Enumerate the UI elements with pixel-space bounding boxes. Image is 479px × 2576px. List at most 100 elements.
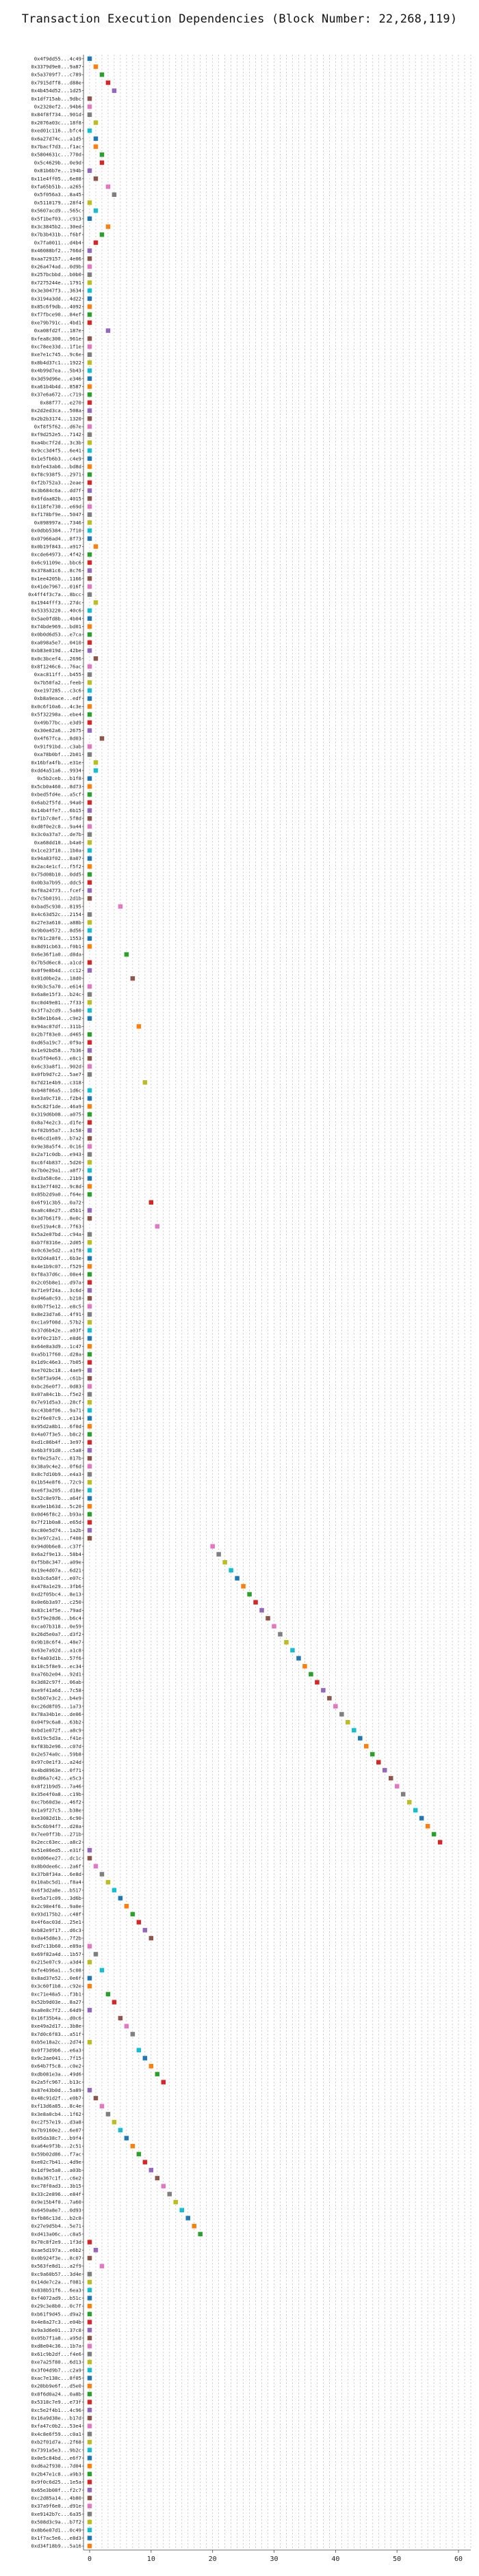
transaction-marker <box>87 1248 92 1253</box>
y-tick-label: 0x51e86ed5...e31f <box>31 1847 81 1853</box>
y-tick-label: 0x2c98e4f6...9a0e <box>31 1903 81 1909</box>
y-tick-label: 0xd3a58c6e...21b9 <box>31 1175 81 1181</box>
y-tick-label: 0x7fa0011...d4b4 <box>34 239 81 245</box>
transaction-marker <box>130 1911 135 1917</box>
y-tick-label: 0x4c8e6f59...c0a1 <box>31 2431 81 2437</box>
transaction-marker <box>333 1704 338 1709</box>
transaction-marker <box>87 1088 92 1093</box>
y-tick-label: 0x3f04d9b7...c2a9 <box>31 2367 81 2373</box>
y-tick-label: 0xb8a9eace...edf <box>34 695 81 701</box>
transaction-marker <box>87 2328 92 2333</box>
transaction-marker <box>210 1544 215 1549</box>
transaction-marker <box>87 1136 92 1141</box>
transaction-marker <box>87 560 92 565</box>
transaction-marker <box>87 936 92 941</box>
y-tick-label: 0x97c0e1f3...a24d <box>31 1759 81 1765</box>
y-tick-label: 0x7391a5e3...9b2c <box>31 2447 81 2453</box>
transaction-marker <box>87 840 92 845</box>
y-tick-label: 0x5f1bef03...c913 <box>31 215 81 222</box>
transaction-marker <box>87 1464 92 1469</box>
transaction-marker <box>87 296 92 301</box>
y-tick-label: 0x3b684c6a...dd7f <box>31 487 81 494</box>
y-tick-label: 0x81b6b7e...194b <box>34 167 81 174</box>
y-tick-label: 0x319d6b08...a075 <box>31 1112 81 1118</box>
transaction-marker <box>105 328 111 333</box>
y-tick-label: 0x27e9d5b4...5e71 <box>31 2223 81 2229</box>
transaction-marker <box>87 2008 92 2013</box>
transaction-marker <box>99 2264 105 2268</box>
y-tick-label: 0x4b99d7ea...5b43 <box>31 368 81 374</box>
transaction-marker <box>87 864 92 869</box>
y-tick-label: 0xa08fd2f...187e <box>34 327 81 334</box>
y-tick-label: 0xe5a71c09...3d6b <box>31 1895 81 1901</box>
y-tick-label: 0x16f35b4a...d0c6 <box>31 2015 81 2022</box>
transaction-marker <box>400 1792 406 1797</box>
y-tick-label: 0x05da38c7...b9f4 <box>31 2135 81 2141</box>
y-tick-label: 0x478a1e29...3fb6 <box>31 1583 81 1589</box>
transaction-marker <box>136 1024 142 1029</box>
y-tick-label: 0x8b6e07d1...0c49 <box>31 2527 81 2533</box>
transaction-marker <box>87 304 92 309</box>
transaction-marker <box>87 2367 92 2373</box>
y-tick-label: 0xfe4b96a1...5c08 <box>31 1967 81 1973</box>
y-tick-label: 0x52b9d03e...8a27 <box>31 1999 81 2005</box>
transaction-marker <box>87 2039 92 2045</box>
y-tick-label: 0x87e43b0d...5a89 <box>31 2087 81 2093</box>
transaction-marker <box>118 1896 123 1901</box>
transaction-marker <box>87 2296 92 2300</box>
y-tick-label: 0x4ff4f3c7a...8bcc <box>28 591 81 598</box>
transaction-marker <box>406 1799 412 1805</box>
y-tick-label: 0x04f9c6a8...63b2 <box>31 1719 81 1726</box>
transaction-marker <box>216 1552 221 1557</box>
y-tick-label: 0xaa729157...4e06 <box>31 256 81 262</box>
transaction-marker <box>142 1928 148 1933</box>
transaction-marker <box>87 248 92 253</box>
transaction-marker <box>136 1920 142 1924</box>
transaction-marker <box>394 1784 400 1789</box>
y-tick-label: 0x7c5b0191...2d1b <box>31 896 81 902</box>
transaction-marker <box>87 2488 92 2493</box>
y-tick-label: 0x5804631c...770d <box>31 152 81 158</box>
y-tick-label: 0xfa65b51b...a265 <box>31 184 81 190</box>
y-tick-label: 0x838b51f6...6ea3 <box>31 2287 81 2293</box>
y-tick-label: 0xd34f18b9...5a16 <box>31 2543 81 2549</box>
transaction-marker <box>87 2272 92 2277</box>
y-tick-label: 0xa78b0bf...2b01 <box>34 751 81 757</box>
transaction-marker <box>105 184 111 189</box>
transaction-marker <box>87 288 92 293</box>
y-tick-label: 0x215e07c9...a3d4 <box>31 1959 81 1965</box>
transaction-marker <box>87 1520 92 1525</box>
transaction-marker <box>87 1983 92 1989</box>
y-tick-label: 0x5f9e28d6...b6c4 <box>31 1615 81 1622</box>
y-tick-label: 0xc5e2f4b1...4c96 <box>31 2407 81 2413</box>
y-tick-label: 0xf9d252e5...7142 <box>31 431 81 438</box>
transaction-marker <box>198 2231 203 2237</box>
transaction-marker <box>87 1408 92 1413</box>
y-tick-label: 0x7d21e4b9...c318 <box>31 1079 81 1086</box>
y-tick-label: 0xd6a2f930...7d04 <box>31 2463 81 2469</box>
transaction-marker <box>87 1392 92 1397</box>
y-tick-label: 0x5f056a3...8a45 <box>34 191 81 198</box>
y-tick-label: 0x6b3f91d0...c5a8 <box>31 1447 81 1453</box>
transaction-marker <box>87 1848 92 1853</box>
y-tick-label: 0xd7c13b60...e89a <box>31 1943 81 1949</box>
y-tick-label: 0xb3c6a58f...e07c <box>31 1575 81 1581</box>
y-tick-label: 0x1ce23f10...1b0a <box>31 848 81 854</box>
transaction-marker <box>87 632 92 637</box>
y-tick-label: 0x49b77bc...e3d9 <box>34 719 81 725</box>
y-tick-label: 0xa098a5e7...0410 <box>31 639 81 645</box>
transaction-marker <box>87 344 92 349</box>
y-tick-label: 0x0a45d8e3...7f2b <box>31 1935 81 1942</box>
y-tick-label: 0xbfe43ab6...bd8d <box>31 464 81 470</box>
transaction-marker <box>87 2415 92 2421</box>
y-tick-label: 0x11e4ff05...6e08 <box>31 176 81 182</box>
y-tick-label: 0x37e6a672...c719 <box>31 392 81 398</box>
y-tick-label: 0x6fdaa82b...4015 <box>31 496 81 502</box>
transaction-marker <box>87 1304 92 1309</box>
y-tick-label: 0xd46a0c93...b218 <box>31 1296 81 1302</box>
y-tick-label: 0x7b5d6ec8...a1cd <box>31 959 81 965</box>
y-tick-label: 0x257bcbbd...b0b0 <box>31 271 81 278</box>
y-tick-label: 0xd1c86b4f...3e97 <box>31 1439 81 1445</box>
y-tick-label: 0x1e5fb6b3...c4e9 <box>31 455 81 461</box>
transaction-marker <box>118 2015 123 2021</box>
